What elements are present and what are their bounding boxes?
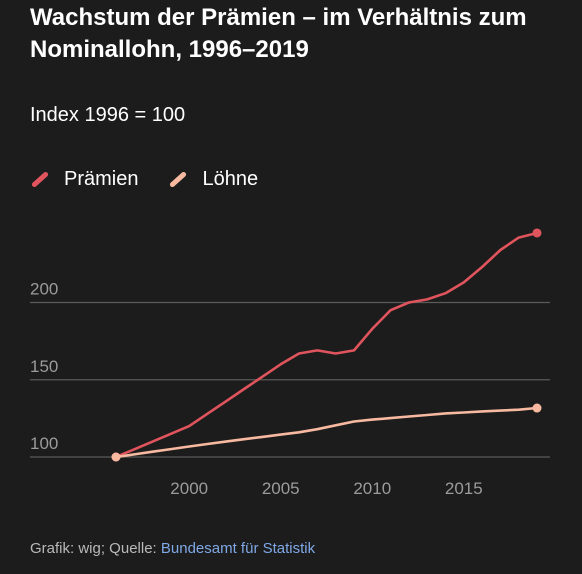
chart-title: Wachstum der Prämien – im Verhältnis zum… bbox=[30, 4, 527, 63]
series-end-point bbox=[532, 403, 542, 413]
footer-credit: Grafik: wig; Quelle: Bundesamt für Stati… bbox=[30, 540, 315, 557]
legend-label-praemien: Prämien bbox=[64, 168, 139, 190]
chart-subtitle: Index 1996 = 100 bbox=[30, 104, 186, 126]
x-tick-label: 2005 bbox=[262, 479, 300, 498]
footer-prefix: Grafik: wig; Quelle: bbox=[30, 540, 161, 557]
series-end-point bbox=[532, 228, 542, 238]
x-tick-label: 2000 bbox=[170, 479, 208, 498]
series-line-loehne bbox=[114, 406, 539, 459]
y-tick-label: 100 bbox=[30, 434, 58, 453]
legend-item-praemien: Prämien bbox=[30, 168, 138, 191]
y-tick-label: 200 bbox=[30, 280, 58, 299]
x-tick-label: 2010 bbox=[353, 479, 391, 498]
x-tick-label: 2015 bbox=[445, 479, 483, 498]
legend-label-loehne: Löhne bbox=[202, 168, 259, 190]
legend-item-loehne: Löhne bbox=[168, 168, 258, 191]
series-start-point bbox=[111, 452, 121, 462]
legend: Prämien Löhne bbox=[30, 168, 288, 191]
source-link[interactable]: Bundesamt für Statistik bbox=[160, 540, 316, 557]
y-tick-label: 150 bbox=[30, 357, 58, 376]
series-line-praemien bbox=[114, 231, 539, 459]
